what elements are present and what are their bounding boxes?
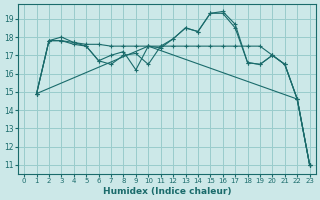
X-axis label: Humidex (Indice chaleur): Humidex (Indice chaleur) [103, 187, 231, 196]
